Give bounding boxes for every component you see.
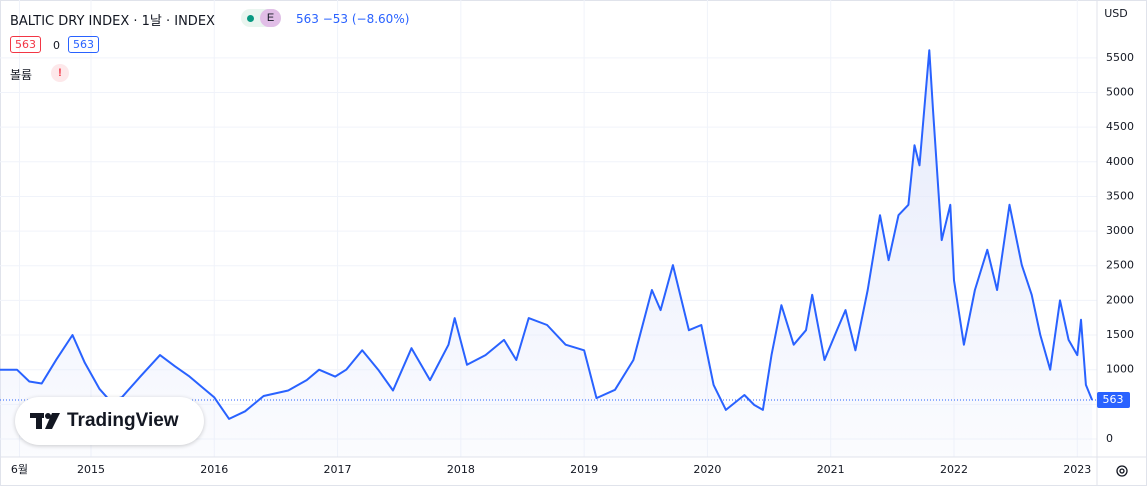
last-value-box [1097, 391, 1130, 408]
last-value-label: 563 [1103, 393, 1124, 406]
badge: E [260, 9, 281, 27]
x-tick-label: 2020 [693, 463, 721, 476]
y-tick-label: 4500 [1106, 120, 1134, 133]
x-tick-label: 2019 [570, 463, 598, 476]
logo-mark [30, 413, 60, 429]
line [0, 49, 1094, 420]
x-tick-label: 2015 [77, 463, 105, 476]
settings-icon[interactable] [1116, 465, 1128, 477]
x-tick-label: 2016 [200, 463, 228, 476]
y-tick-label: 1000 [1106, 363, 1134, 376]
y-tick-label: 2500 [1106, 259, 1134, 272]
y-tick-label: 2000 [1106, 293, 1134, 306]
status-dot [247, 15, 254, 22]
y-tick-label: 3500 [1106, 189, 1134, 202]
quote: 563 −53 (−8.60%) [296, 12, 410, 26]
y-tick-label: 1500 [1106, 328, 1134, 341]
volume-label[interactable]: 볼륨 [10, 68, 33, 82]
y-tick-label: 4000 [1106, 155, 1134, 168]
ohlc-value: 563 [68, 36, 99, 53]
area [0, 50, 1093, 457]
y-tick-label: 5000 [1106, 86, 1134, 99]
symbol-title[interactable]: BALTIC DRY INDEX · 1날 · INDEX [10, 14, 215, 29]
x-tick-label: 2021 [817, 463, 845, 476]
warning-icon[interactable]: ! [51, 64, 69, 82]
ohlc-value: 563 [10, 36, 41, 53]
y-tick-label: 5500 [1106, 51, 1134, 64]
y-tick-label: 3000 [1106, 224, 1134, 237]
logo-text: TradingView [67, 410, 179, 431]
x-tick-label: 2017 [324, 463, 352, 476]
x-tick-label: 2022 [940, 463, 968, 476]
ohlc-value: 0 [53, 39, 60, 52]
logo-badge[interactable]: TradingView [15, 397, 204, 445]
status-pill[interactable]: E [241, 9, 281, 27]
y-tick-label: 0 [1106, 432, 1113, 445]
currency-label[interactable]: USD [1104, 7, 1128, 20]
x-tick-label: 2018 [447, 463, 475, 476]
x-tick-label: 6월 [11, 463, 28, 476]
x-tick-label: 2023 [1063, 463, 1091, 476]
